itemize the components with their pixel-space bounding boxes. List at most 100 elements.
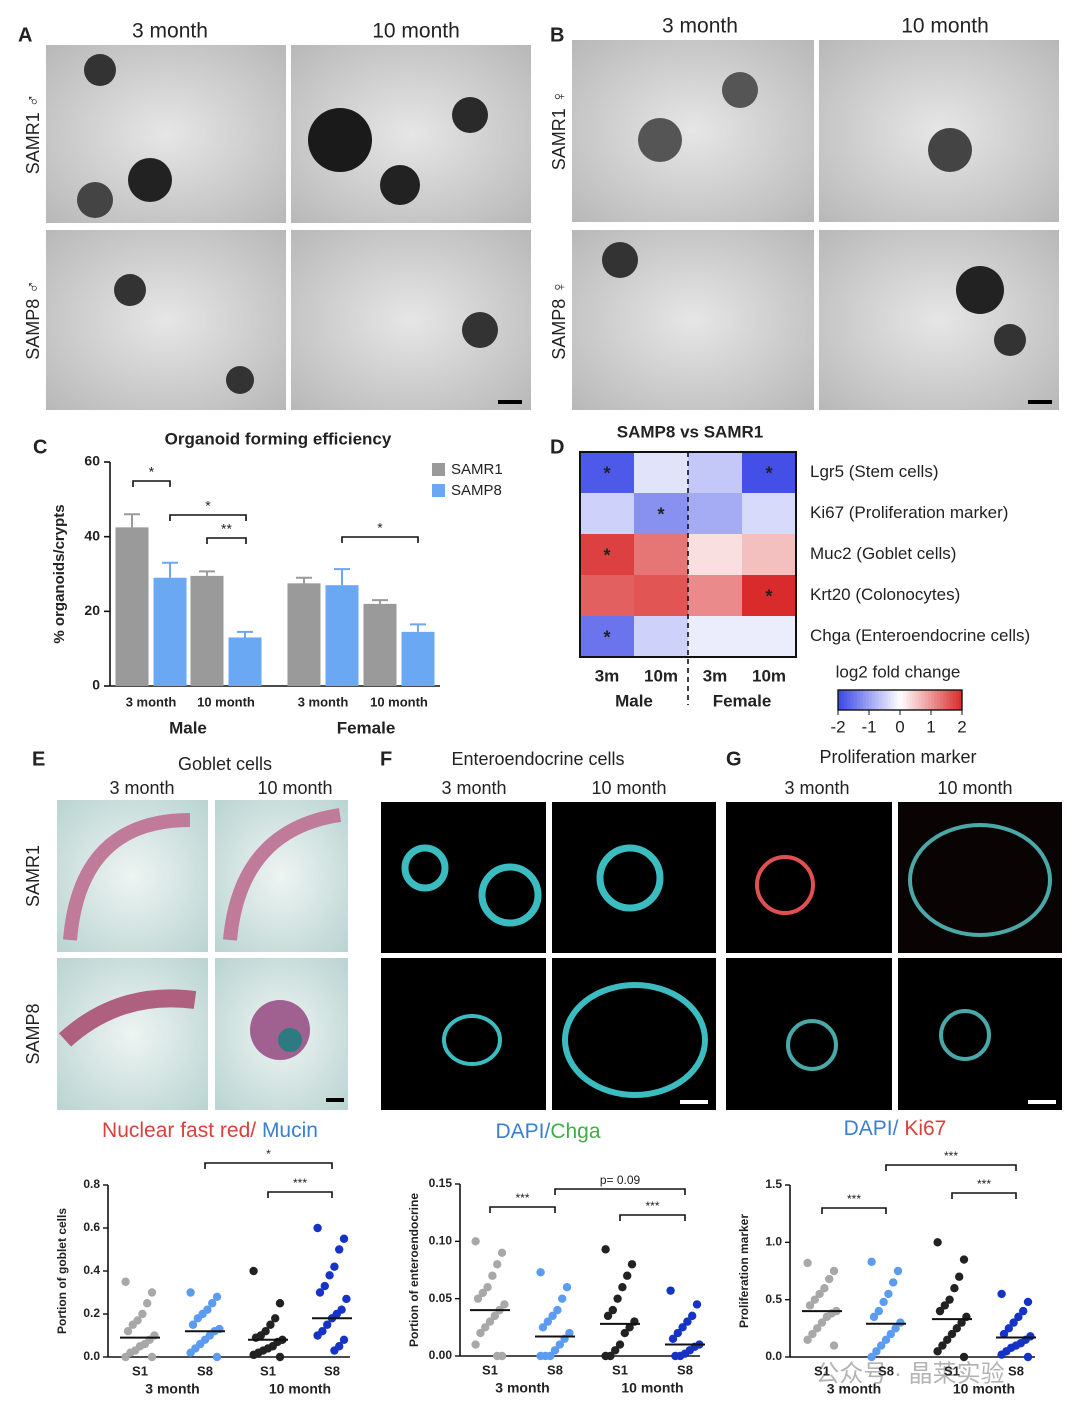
panel-letter: F [380, 748, 392, 770]
data-point [497, 1248, 507, 1258]
timepoint-label: 10 month [269, 1381, 331, 1397]
error-bar [124, 513, 140, 528]
scale-bars [326, 400, 1056, 1104]
data-point [271, 1314, 280, 1323]
data-point [820, 1284, 829, 1293]
data-point [867, 1257, 876, 1267]
data-point [683, 1317, 692, 1326]
significance-label: * [149, 464, 155, 480]
data-point [673, 1328, 682, 1338]
data-point [620, 1328, 629, 1338]
error-bar [334, 568, 350, 586]
data-point [803, 1258, 812, 1268]
panel-letter: G [726, 748, 742, 770]
error-bar [296, 576, 312, 584]
error-bar [199, 570, 215, 576]
data-point [1014, 1312, 1023, 1322]
x-tick-label: 3 month [298, 694, 349, 709]
data-point [668, 1334, 678, 1344]
data-point [933, 1347, 942, 1356]
data-point [688, 1311, 697, 1321]
colorbar-step [909, 690, 913, 710]
data-point [550, 1346, 560, 1355]
watermark: 公众号 · 晶莱实验 [815, 1360, 1004, 1387]
colorbar-step [887, 690, 892, 710]
significance-label: * [377, 520, 383, 536]
significance-label: * [765, 586, 772, 606]
data-point [815, 1289, 824, 1299]
data-point [471, 1340, 480, 1349]
data-point [565, 1328, 574, 1338]
data-point [999, 1329, 1009, 1339]
data-point [813, 1324, 822, 1333]
colorbar-step [884, 690, 889, 710]
data-point [212, 1292, 222, 1302]
data-point [601, 1245, 610, 1254]
data-point [829, 1266, 839, 1276]
heatmap-cell [634, 534, 688, 575]
colorbar-step [875, 690, 879, 710]
data-point [275, 1299, 285, 1308]
heatmap-cell [634, 575, 688, 616]
colorbar-step [921, 690, 926, 710]
column-header: 3 month [132, 20, 208, 43]
colorbar-step [853, 690, 858, 710]
bar [153, 577, 187, 686]
data-point [891, 1324, 900, 1333]
y-tick-label: 20 [84, 602, 100, 618]
y-axis-label: Portion of enteroendocrine [407, 1193, 421, 1347]
timepoint-label: 10 month [953, 1381, 1015, 1397]
colorbar-step [924, 690, 929, 710]
y-tick-label: 0 [92, 677, 100, 693]
histology-e [57, 800, 348, 1110]
group-label: Female [337, 718, 396, 737]
data-point [805, 1301, 815, 1310]
significance-bracket [821, 1207, 887, 1214]
row-label: SAMP8 [23, 1003, 43, 1064]
data-point [997, 1350, 1006, 1359]
colorbar-step [862, 690, 867, 710]
colorbar-step [958, 690, 963, 710]
significance-label: *** [977, 1177, 991, 1191]
data-point [342, 1294, 351, 1304]
stain-caption: DAPI/Chga [495, 1120, 600, 1143]
x-tick-label: 10 month [197, 694, 255, 709]
bar [228, 637, 262, 686]
colorbar-step [900, 690, 904, 710]
data-point [822, 1312, 831, 1322]
data-point [601, 1351, 610, 1361]
colorbar-step [946, 690, 951, 710]
data-point [829, 1341, 839, 1350]
colorbar-step [893, 690, 898, 710]
data-point [947, 1329, 957, 1339]
significance-bracket [169, 514, 247, 521]
error-bar [162, 561, 178, 578]
data-point [147, 1288, 157, 1297]
significance-label: * [205, 498, 211, 514]
colorbar-step [844, 690, 848, 710]
significance-label: * [603, 627, 610, 647]
y-tick-label: 0.05 [429, 1291, 453, 1305]
data-point [315, 1288, 325, 1297]
heatmap-cell [742, 534, 796, 575]
colorbar-step [890, 690, 895, 710]
data-point [945, 1295, 954, 1304]
colorbar-step [940, 690, 944, 710]
data-point [555, 1340, 564, 1349]
significance-label: *** [515, 1191, 529, 1205]
data-point [478, 1288, 487, 1298]
data-point [618, 1283, 627, 1292]
data-point [266, 1320, 275, 1329]
significance-label: * [657, 504, 664, 524]
column-label: 10m [752, 666, 786, 685]
data-point [485, 1317, 495, 1326]
data-point [869, 1312, 879, 1322]
panel-title: Proliferation marker [819, 747, 976, 767]
data-point [493, 1351, 502, 1361]
x-tick-label: S8 [677, 1362, 693, 1377]
legend-label: SAMR1 [451, 461, 503, 478]
y-axis-label: Proliferation marker [737, 1214, 751, 1328]
error-bar [410, 623, 426, 632]
data-point [313, 1223, 322, 1233]
significance-bracket [885, 1164, 1017, 1171]
